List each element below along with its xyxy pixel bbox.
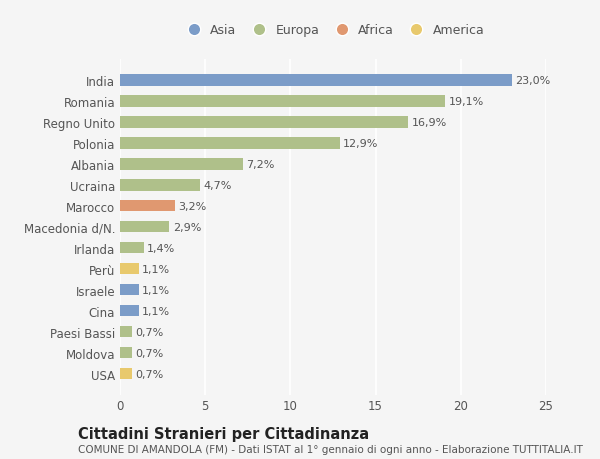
Bar bbox=[120, 96, 445, 107]
Bar bbox=[120, 305, 139, 317]
Bar bbox=[120, 284, 139, 296]
Bar bbox=[120, 347, 132, 358]
Bar bbox=[120, 221, 169, 233]
Bar bbox=[120, 117, 408, 128]
Bar bbox=[120, 242, 144, 254]
Bar bbox=[120, 263, 139, 275]
Bar bbox=[120, 326, 132, 338]
Bar bbox=[120, 179, 200, 191]
Bar bbox=[120, 159, 242, 170]
Bar bbox=[120, 75, 512, 86]
Text: 3,2%: 3,2% bbox=[178, 202, 206, 211]
Text: 12,9%: 12,9% bbox=[343, 139, 379, 148]
Text: COMUNE DI AMANDOLA (FM) - Dati ISTAT al 1° gennaio di ogni anno - Elaborazione T: COMUNE DI AMANDOLA (FM) - Dati ISTAT al … bbox=[78, 444, 583, 454]
Bar bbox=[120, 201, 175, 212]
Text: 23,0%: 23,0% bbox=[515, 76, 551, 86]
Text: 1,4%: 1,4% bbox=[147, 243, 176, 253]
Text: 1,1%: 1,1% bbox=[142, 264, 170, 274]
Text: 4,7%: 4,7% bbox=[203, 180, 232, 190]
Text: 0,7%: 0,7% bbox=[136, 348, 164, 358]
Text: 1,1%: 1,1% bbox=[142, 306, 170, 316]
Text: 16,9%: 16,9% bbox=[412, 118, 446, 128]
Text: 2,9%: 2,9% bbox=[173, 222, 201, 232]
Text: Cittadini Stranieri per Cittadinanza: Cittadini Stranieri per Cittadinanza bbox=[78, 426, 369, 441]
Text: 19,1%: 19,1% bbox=[449, 96, 484, 106]
Text: 0,7%: 0,7% bbox=[136, 369, 164, 379]
Bar bbox=[120, 138, 340, 149]
Text: 0,7%: 0,7% bbox=[136, 327, 164, 337]
Text: 1,1%: 1,1% bbox=[142, 285, 170, 295]
Legend: Asia, Europa, Africa, America: Asia, Europa, Africa, America bbox=[176, 19, 490, 42]
Bar bbox=[120, 368, 132, 380]
Text: 7,2%: 7,2% bbox=[246, 159, 274, 169]
